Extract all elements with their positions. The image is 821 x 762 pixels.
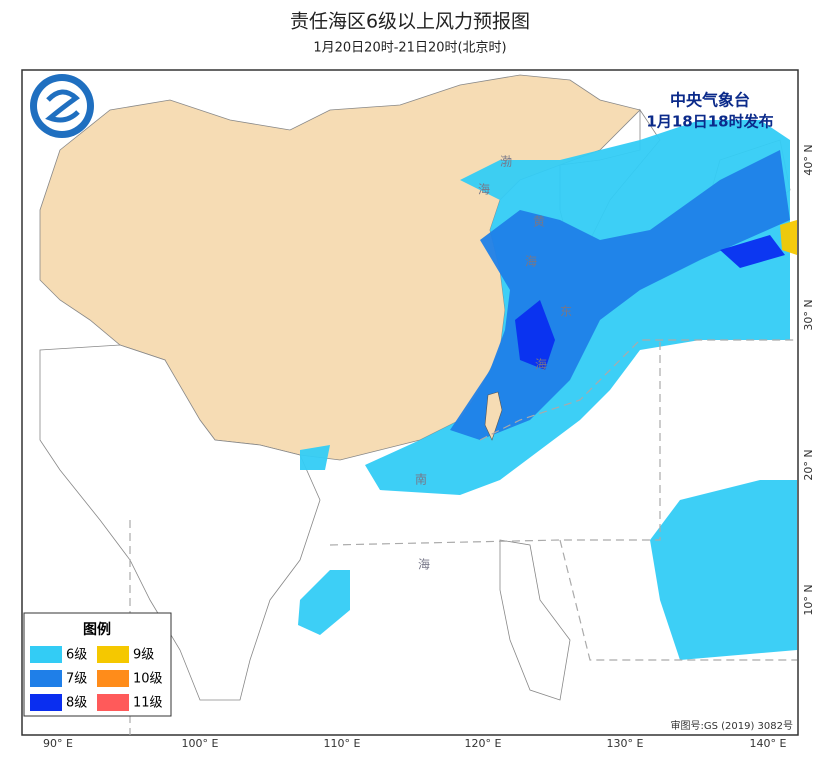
sea-label: 东 [560,305,572,319]
wind-zone-7 [450,150,790,440]
wind-zone-6 [298,445,350,635]
legend-label: 7级 [66,672,87,687]
longitude-label: 100° E [182,737,219,750]
sea-label: 海 [418,557,430,572]
legend-label: 11级 [133,696,163,711]
sea-label: 渤 [500,155,512,169]
legend-title: 图例 [83,621,111,638]
longitude-label: 110° E [324,737,361,750]
legend-swatch [30,670,62,687]
sea-label: 海 [535,357,547,372]
legend-label: 6级 [66,648,87,663]
map-number: 审图号:GS (2019) 3082号 [670,719,793,732]
wind-zone-9 [780,220,797,255]
latitude-label: 10° N [802,584,815,615]
sea-label: 海 [478,182,490,197]
longitude-labels: 90° E 100° E 110° E 120° E 130° E 140° E [43,737,786,750]
legend-swatch [97,694,129,711]
sea-label: 南 [415,472,427,487]
wind-zone-6 [650,480,797,660]
longitude-label: 90° E [43,737,73,750]
issuer-time: 1月18日18时发布 [646,113,773,131]
longitude-label: 130° E [607,737,644,750]
latitude-labels: 40° N 30° N 20° N 10° N [802,144,815,615]
legend: 图例 6级 7级 8级 9级 10级 11级 [23,612,172,717]
latitude-label: 40° N [802,144,815,175]
legend-label: 10级 [133,672,163,687]
latitude-label: 20° N [802,449,815,480]
legend-label: 8级 [66,696,87,711]
subtitle: 1月20日20时-21日20时(北京时) [313,41,506,56]
longitude-label: 140° E [750,737,787,750]
sea-labels: 渤 海 黄 海 东 海 南 海 [415,155,572,572]
sea-label: 黄 [533,215,545,229]
latitude-label: 30° N [802,299,815,330]
issuer-name: 中央气象台 [670,91,750,110]
map-frame [21,69,799,736]
title: 责任海区6级以上风力预报图 [290,11,530,33]
legend-swatch [97,646,129,663]
legend-swatch [30,694,62,711]
logo [30,74,94,138]
longitude-label: 120° E [465,737,502,750]
sea-label: 海 [525,254,537,269]
legend-swatch [30,646,62,663]
legend-swatch [97,670,129,687]
wind-zone-8 [515,235,785,370]
legend-label: 9级 [133,648,154,663]
